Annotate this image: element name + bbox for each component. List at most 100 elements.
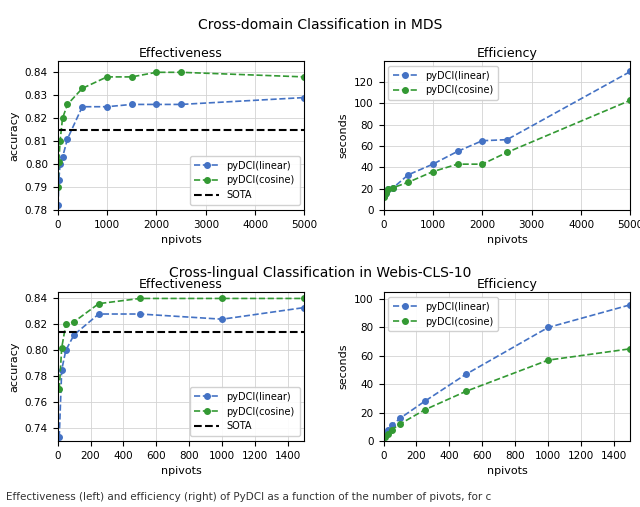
pyDCI(cosine) bbox=[462, 388, 470, 394]
pyDCI(linear) bbox=[152, 101, 160, 107]
pyDCI(cosine) bbox=[218, 296, 226, 302]
Y-axis label: accuracy: accuracy bbox=[9, 110, 19, 161]
pyDCI(linear) bbox=[544, 324, 552, 331]
pyDCI(cosine) bbox=[55, 159, 63, 165]
pyDCI(cosine) bbox=[390, 185, 397, 191]
pyDCI(cosine) bbox=[404, 179, 412, 185]
pyDCI(linear) bbox=[79, 103, 86, 110]
pyDCI(linear) bbox=[56, 161, 64, 167]
pyDCI(cosine) bbox=[301, 74, 308, 80]
pyDCI(linear) bbox=[59, 154, 67, 160]
pyDCI(linear) bbox=[421, 399, 429, 405]
pyDCI(cosine) bbox=[381, 434, 389, 440]
SOTA bbox=[54, 329, 61, 335]
X-axis label: npivots: npivots bbox=[161, 235, 202, 245]
Title: Effectiveness: Effectiveness bbox=[139, 278, 223, 291]
pyDCI(linear) bbox=[381, 191, 388, 197]
pyDCI(cosine) bbox=[503, 150, 511, 156]
pyDCI(linear) bbox=[63, 136, 71, 142]
pyDCI(cosine) bbox=[396, 421, 404, 427]
Text: Cross-lingual Classification in Webis-CLS-10: Cross-lingual Classification in Webis-CL… bbox=[169, 266, 471, 280]
pyDCI(linear) bbox=[454, 149, 461, 155]
pyDCI(linear) bbox=[385, 186, 392, 192]
pyDCI(cosine) bbox=[56, 138, 64, 144]
Title: Efficiency: Efficiency bbox=[477, 47, 538, 60]
pyDCI(cosine) bbox=[79, 85, 86, 91]
Line: pyDCI(cosine): pyDCI(cosine) bbox=[381, 97, 633, 200]
pyDCI(cosine) bbox=[136, 296, 144, 302]
pyDCI(cosine) bbox=[384, 431, 392, 437]
pyDCI(cosine) bbox=[454, 161, 461, 167]
pyDCI(cosine) bbox=[58, 345, 65, 351]
pyDCI(cosine) bbox=[385, 186, 392, 192]
pyDCI(linear) bbox=[381, 431, 389, 437]
pyDCI(cosine) bbox=[627, 97, 634, 103]
pyDCI(linear) bbox=[503, 136, 511, 142]
pyDCI(linear) bbox=[396, 415, 404, 421]
Legend: pyDCI(linear), pyDCI(cosine): pyDCI(linear), pyDCI(cosine) bbox=[388, 66, 499, 100]
pyDCI(linear) bbox=[58, 367, 65, 373]
Line: pyDCI(cosine): pyDCI(cosine) bbox=[55, 69, 307, 190]
pyDCI(cosine) bbox=[152, 69, 160, 76]
pyDCI(cosine) bbox=[301, 296, 308, 302]
Line: pyDCI(linear): pyDCI(linear) bbox=[382, 302, 633, 437]
Line: pyDCI(cosine): pyDCI(cosine) bbox=[56, 296, 307, 392]
Text: Cross-domain Classification in MDS: Cross-domain Classification in MDS bbox=[198, 18, 442, 32]
pyDCI(linear) bbox=[301, 94, 308, 100]
pyDCI(linear) bbox=[627, 302, 634, 308]
pyDCI(cosine) bbox=[382, 190, 390, 196]
SOTA bbox=[54, 127, 61, 133]
pyDCI(cosine) bbox=[479, 161, 486, 167]
Y-axis label: seconds: seconds bbox=[339, 344, 349, 389]
Title: Effectiveness: Effectiveness bbox=[139, 47, 223, 60]
pyDCI(cosine) bbox=[544, 357, 552, 363]
pyDCI(cosine) bbox=[380, 194, 388, 200]
SOTA bbox=[54, 127, 61, 133]
Line: pyDCI(linear): pyDCI(linear) bbox=[55, 95, 307, 208]
Y-axis label: accuracy: accuracy bbox=[9, 341, 19, 392]
X-axis label: npivots: npivots bbox=[486, 235, 527, 245]
pyDCI(linear) bbox=[384, 427, 392, 433]
Line: pyDCI(linear): pyDCI(linear) bbox=[381, 69, 633, 199]
Line: pyDCI(cosine): pyDCI(cosine) bbox=[382, 346, 633, 440]
pyDCI(cosine) bbox=[177, 69, 185, 76]
pyDCI(linear) bbox=[128, 101, 136, 107]
pyDCI(linear) bbox=[388, 422, 396, 428]
pyDCI(cosine) bbox=[95, 301, 102, 307]
pyDCI(linear) bbox=[56, 434, 63, 440]
pyDCI(cosine) bbox=[56, 386, 63, 392]
pyDCI(cosine) bbox=[103, 74, 111, 80]
pyDCI(cosine) bbox=[54, 184, 62, 190]
pyDCI(cosine) bbox=[63, 101, 71, 107]
pyDCI(linear) bbox=[62, 347, 70, 353]
pyDCI(cosine) bbox=[388, 427, 396, 433]
pyDCI(cosine) bbox=[381, 191, 388, 197]
pyDCI(linear) bbox=[627, 68, 634, 75]
pyDCI(cosine) bbox=[128, 74, 136, 80]
SOTA bbox=[54, 329, 61, 335]
pyDCI(cosine) bbox=[62, 321, 70, 328]
pyDCI(cosine) bbox=[429, 168, 436, 174]
Text: Effectiveness (left) and efficiency (right) of PyDCI as a function of the number: Effectiveness (left) and efficiency (rig… bbox=[6, 492, 492, 502]
Legend: pyDCI(linear), pyDCI(cosine): pyDCI(linear), pyDCI(cosine) bbox=[388, 297, 499, 332]
Y-axis label: seconds: seconds bbox=[339, 113, 348, 158]
pyDCI(linear) bbox=[218, 316, 226, 322]
Line: pyDCI(linear): pyDCI(linear) bbox=[56, 305, 307, 440]
pyDCI(cosine) bbox=[70, 319, 78, 325]
pyDCI(cosine) bbox=[627, 346, 634, 352]
pyDCI(linear) bbox=[429, 161, 436, 167]
pyDCI(linear) bbox=[70, 332, 78, 338]
pyDCI(linear) bbox=[136, 311, 144, 317]
pyDCI(linear) bbox=[382, 190, 390, 196]
Legend: pyDCI(linear), pyDCI(cosine), SOTA: pyDCI(linear), pyDCI(cosine), SOTA bbox=[189, 156, 300, 205]
pyDCI(linear) bbox=[404, 172, 412, 178]
Legend: pyDCI(linear), pyDCI(cosine), SOTA: pyDCI(linear), pyDCI(cosine), SOTA bbox=[189, 387, 300, 436]
pyDCI(linear) bbox=[301, 305, 308, 311]
Title: Efficiency: Efficiency bbox=[477, 278, 538, 291]
pyDCI(linear) bbox=[103, 103, 111, 110]
pyDCI(linear) bbox=[380, 193, 388, 199]
pyDCI(linear) bbox=[462, 371, 470, 377]
pyDCI(linear) bbox=[177, 101, 185, 107]
X-axis label: npivots: npivots bbox=[486, 466, 527, 477]
pyDCI(cosine) bbox=[421, 407, 429, 413]
